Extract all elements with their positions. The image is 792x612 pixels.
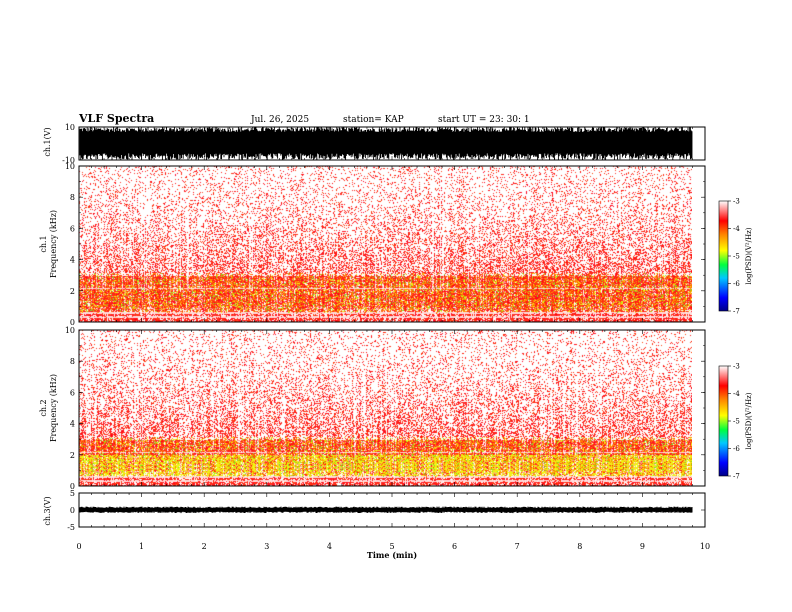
colorbar-tick-label: -4 [733,390,740,398]
spectrogram-heatmap [79,166,692,322]
ch1-colorbar: -3 -4 -5 -6 -7 log(PSD)(V²/Hz) [718,198,753,316]
x-tick-label: 2 [202,542,207,551]
time-axis-tick-labels: 0 1 2 3 4 5 6 7 8 9 10 [76,542,710,551]
colorbar-tick-label: -7 [733,308,740,316]
y-tick-label: 6 [70,388,75,397]
colorbar-tick-label: -4 [733,225,740,233]
ch3-waveform-trace [79,506,693,514]
ch1-waveform-panel: 10 -10 [62,123,706,165]
ch2-spectrogram-ylabel-top: ch.2 [39,399,48,416]
ch1-spectrogram-ylabel: Frequency (kHz) [49,210,58,278]
y-tick-label: 0 [70,318,75,327]
x-tick-label: 10 [700,542,710,551]
ch2-spectrogram-panel: 0 2 4 6 8 10 [65,326,706,491]
x-tick-label: 0 [76,542,81,551]
y-tick-label: -5 [67,523,75,532]
colorbar-label: log(PSD)(V²/Hz) [745,392,753,449]
colorbar-tick-label: -7 [733,473,740,481]
x-tick-label: 3 [264,542,269,551]
ch2-colorbar: -3 -4 -5 -6 -7 log(PSD)(V²/Hz) [718,363,753,481]
date-label: Jul. 26, 2025 [250,115,309,125]
y-tick-label: 0 [70,482,75,491]
colorbar-label: log(PSD)(V²/Hz) [745,227,753,284]
station-label: station= KAP [343,115,404,125]
start-time-label: start UT = 23: 30: 1 [438,115,530,125]
colorbar-tick-label: -3 [733,198,740,206]
x-tick-label: 8 [577,542,582,551]
x-tick-label: 4 [327,542,332,551]
y-tick-label: 10 [65,326,75,335]
ch3-waveform-panel: 5 0 -5 [67,489,706,532]
y-tick-label: -10 [62,156,75,165]
spectrogram-heatmap [79,330,692,486]
y-tick-label: 2 [70,451,75,460]
ch3-waveform-ylabel: ch.3(V) [43,496,52,525]
colorbar-scale [718,200,729,312]
y-tick-label: 5 [70,489,75,498]
y-tick-label: 8 [70,357,75,366]
colorbar-scale [718,365,729,477]
y-tick-label: 10 [65,123,75,132]
x-tick-label: 6 [452,542,457,551]
y-tick-label: 2 [70,287,75,296]
colorbar-tick-label: -6 [733,445,740,453]
y-tick-label: 8 [70,193,75,202]
x-tick-label: 7 [515,542,520,551]
y-tick-label: 0 [70,506,75,515]
x-tick-label: 5 [389,542,394,551]
ch1-spectrogram-ylabel-top: ch.1 [39,235,48,252]
colorbar-tick-label: -6 [733,280,740,288]
ch2-spectrogram-ylabel: Frequency (kHz) [49,374,58,442]
y-tick-label: 4 [70,256,75,265]
y-tick-label: 4 [70,420,75,429]
colorbar-tick-label: -5 [733,418,740,426]
ch1-waveform-trace [79,127,693,160]
x-tick-label: 1 [139,542,144,551]
figure-title: VLF Spectra [78,112,154,125]
ch1-waveform-ylabel: ch.1(V) [43,127,52,156]
colorbar-tick-label: -3 [733,363,740,371]
y-tick-label: 6 [70,224,75,233]
colorbar-tick-label: -5 [733,253,740,261]
time-axis-label: Time (min) [367,550,417,560]
ch1-spectrogram-panel: 0 2 4 6 8 10 [65,162,706,327]
y-tick-label: 10 [65,162,75,171]
x-tick-label: 9 [640,542,645,551]
